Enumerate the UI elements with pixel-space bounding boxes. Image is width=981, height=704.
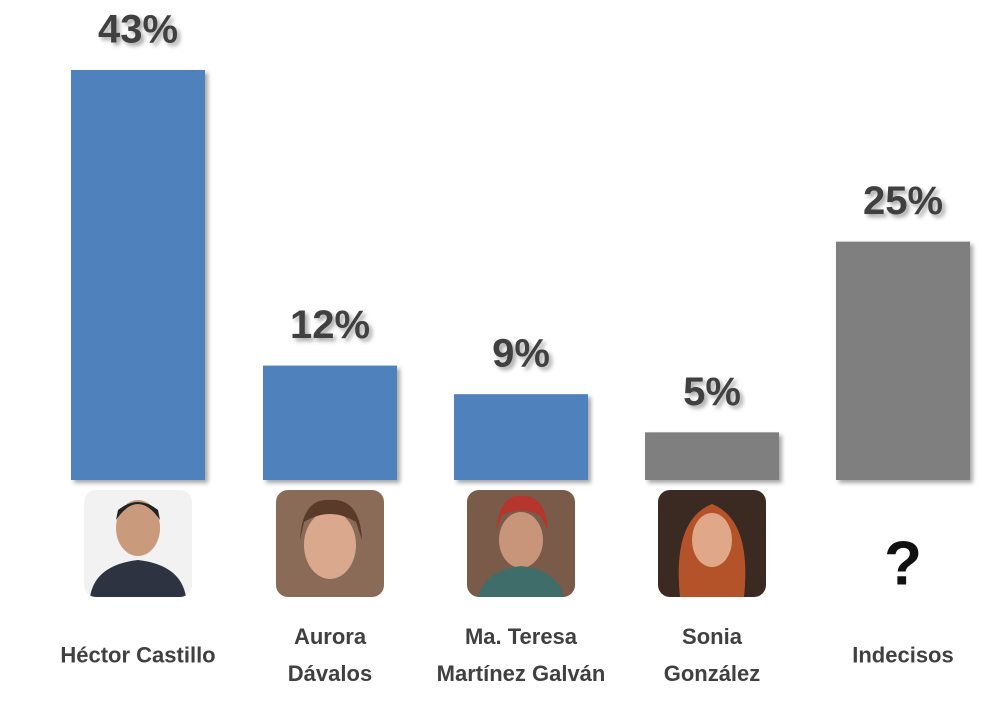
category-label: Ma. Teresa Martínez Galván xyxy=(436,618,606,692)
category-label: Aurora Dávalos xyxy=(270,618,390,692)
bar xyxy=(263,366,397,480)
value-label: 5% xyxy=(683,370,741,414)
undecided-icon: ? xyxy=(884,529,922,598)
value-label: 12% xyxy=(290,303,370,347)
chart-canvas: 43% 12% 9% 5% 25%? xyxy=(0,0,981,704)
photo xyxy=(84,490,192,597)
photo xyxy=(658,490,766,597)
value-label: 25% xyxy=(863,179,943,223)
photo xyxy=(276,490,384,597)
value-label: 43% xyxy=(98,8,178,52)
photo xyxy=(467,490,575,597)
category-label: Indecisos xyxy=(828,637,978,674)
bar xyxy=(71,70,205,480)
value-label: 9% xyxy=(492,332,550,376)
bar xyxy=(645,432,779,480)
bar xyxy=(454,394,588,480)
category-label: Héctor Castillo xyxy=(23,637,253,674)
category-label: Sonia González xyxy=(652,618,772,692)
chart: 43% 12% 9% 5% 25%? Héctor Castillo Aurora Dáv… xyxy=(0,0,981,704)
bar xyxy=(836,242,970,480)
